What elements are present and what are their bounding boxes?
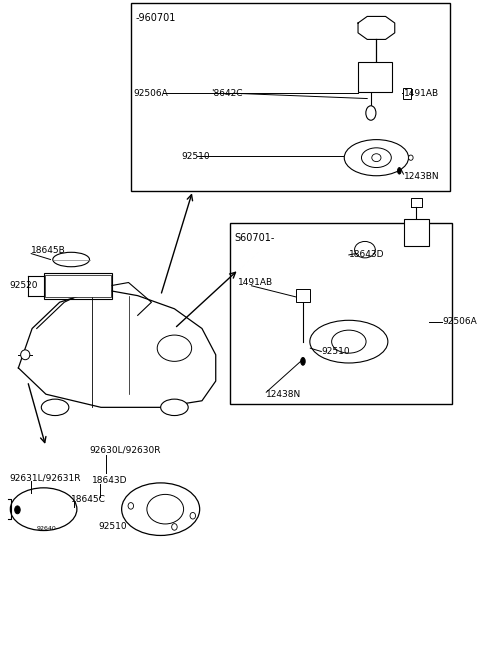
Text: 92510: 92510: [181, 152, 210, 161]
Text: 92640-: 92640-: [37, 526, 59, 532]
Ellipse shape: [366, 106, 376, 120]
Text: 1243BN: 1243BN: [404, 171, 440, 181]
Text: 1491AB: 1491AB: [238, 278, 273, 287]
Ellipse shape: [361, 148, 391, 168]
Ellipse shape: [41, 399, 69, 416]
Ellipse shape: [332, 330, 366, 353]
Text: 92520: 92520: [9, 281, 38, 290]
Ellipse shape: [121, 483, 200, 535]
Ellipse shape: [397, 168, 401, 174]
Ellipse shape: [128, 503, 133, 509]
Text: 92510: 92510: [321, 347, 350, 356]
Ellipse shape: [310, 320, 388, 363]
Text: 92630L/92630R: 92630L/92630R: [89, 445, 161, 455]
Bar: [358, 62, 393, 92]
Ellipse shape: [11, 487, 77, 531]
Text: -960701: -960701: [135, 13, 176, 23]
Ellipse shape: [355, 242, 375, 258]
Text: 18645B: 18645B: [31, 246, 66, 256]
Ellipse shape: [190, 512, 195, 519]
Text: 18643D: 18643D: [92, 476, 127, 486]
Ellipse shape: [344, 140, 408, 176]
Ellipse shape: [157, 335, 192, 361]
Bar: [44, 273, 112, 299]
Ellipse shape: [53, 252, 89, 267]
Text: 1491AB: 1491AB: [404, 89, 439, 98]
Ellipse shape: [172, 524, 177, 530]
Bar: [296, 289, 310, 302]
Text: 92506A: 92506A: [133, 89, 168, 98]
Text: 18643D: 18643D: [349, 250, 384, 260]
Text: 92510: 92510: [99, 522, 127, 532]
Bar: [131, 3, 450, 191]
Ellipse shape: [15, 506, 20, 514]
Ellipse shape: [408, 155, 413, 160]
Text: 92506A: 92506A: [442, 317, 477, 327]
Bar: [45, 275, 111, 297]
Bar: [403, 88, 411, 99]
Bar: [404, 219, 429, 246]
Text: 12438N: 12438N: [266, 390, 301, 399]
Bar: [229, 223, 452, 404]
Text: 92631L/92631R: 92631L/92631R: [9, 474, 81, 483]
Ellipse shape: [300, 357, 305, 365]
Ellipse shape: [21, 350, 30, 360]
Ellipse shape: [372, 154, 381, 162]
Ellipse shape: [161, 399, 188, 416]
Text: 🔩: 🔩: [404, 91, 408, 97]
Text: S60701-: S60701-: [234, 233, 275, 243]
Text: 18645C: 18645C: [71, 495, 106, 504]
Text: '8642C: '8642C: [211, 89, 243, 98]
Ellipse shape: [147, 494, 184, 524]
